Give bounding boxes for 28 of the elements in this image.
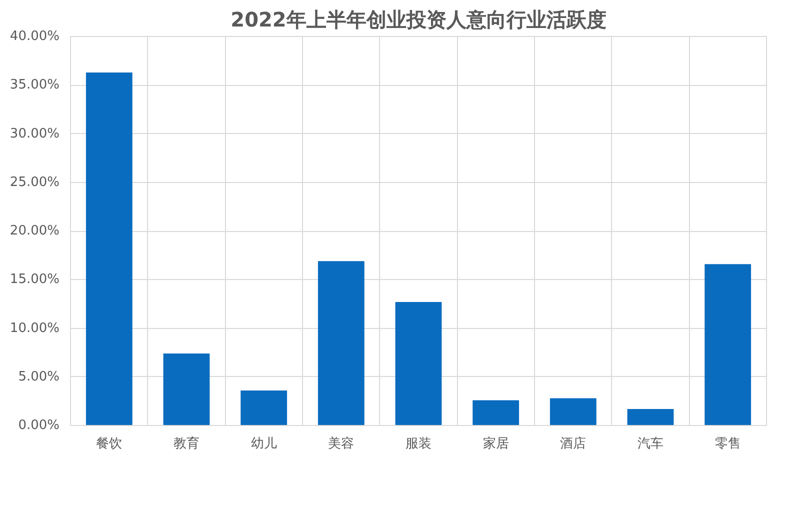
y-tick-label: 25.00% [10,174,60,190]
y-tick-label: 0.00% [18,418,60,433]
x-tick-label: 酒店 [560,436,586,452]
bar [86,72,132,426]
bar [472,400,520,426]
bar [240,390,288,426]
x-tick-label: 教育 [174,436,200,452]
bar [550,398,596,426]
x-tick-label: 家居 [482,436,509,452]
y-tick-label: 35.00% [10,78,60,93]
x-tick-label: 美容 [328,436,354,452]
bar [704,264,752,426]
x-tick-label: 汽车 [638,436,664,452]
x-tick-label: 餐饮 [96,436,122,452]
bar [627,408,674,426]
x-tick-label: 幼儿 [250,436,277,452]
x-tick-label: 服装 [406,436,432,452]
y-tick-label: 15.00% [10,272,60,288]
bar [163,354,210,426]
y-tick-label: 10.00% [10,320,60,336]
bar [395,302,442,426]
y-tick-label: 40.00% [10,29,60,44]
bar [318,261,364,426]
chart-title: 2022年上半年创业投资人意向行业活跃度 [230,8,606,32]
y-tick-label: 5.00% [18,369,60,384]
y-tick-label: 20.00% [10,224,60,238]
y-tick-label: 30.00% [10,126,60,142]
x-tick-label: 零售 [714,436,741,452]
